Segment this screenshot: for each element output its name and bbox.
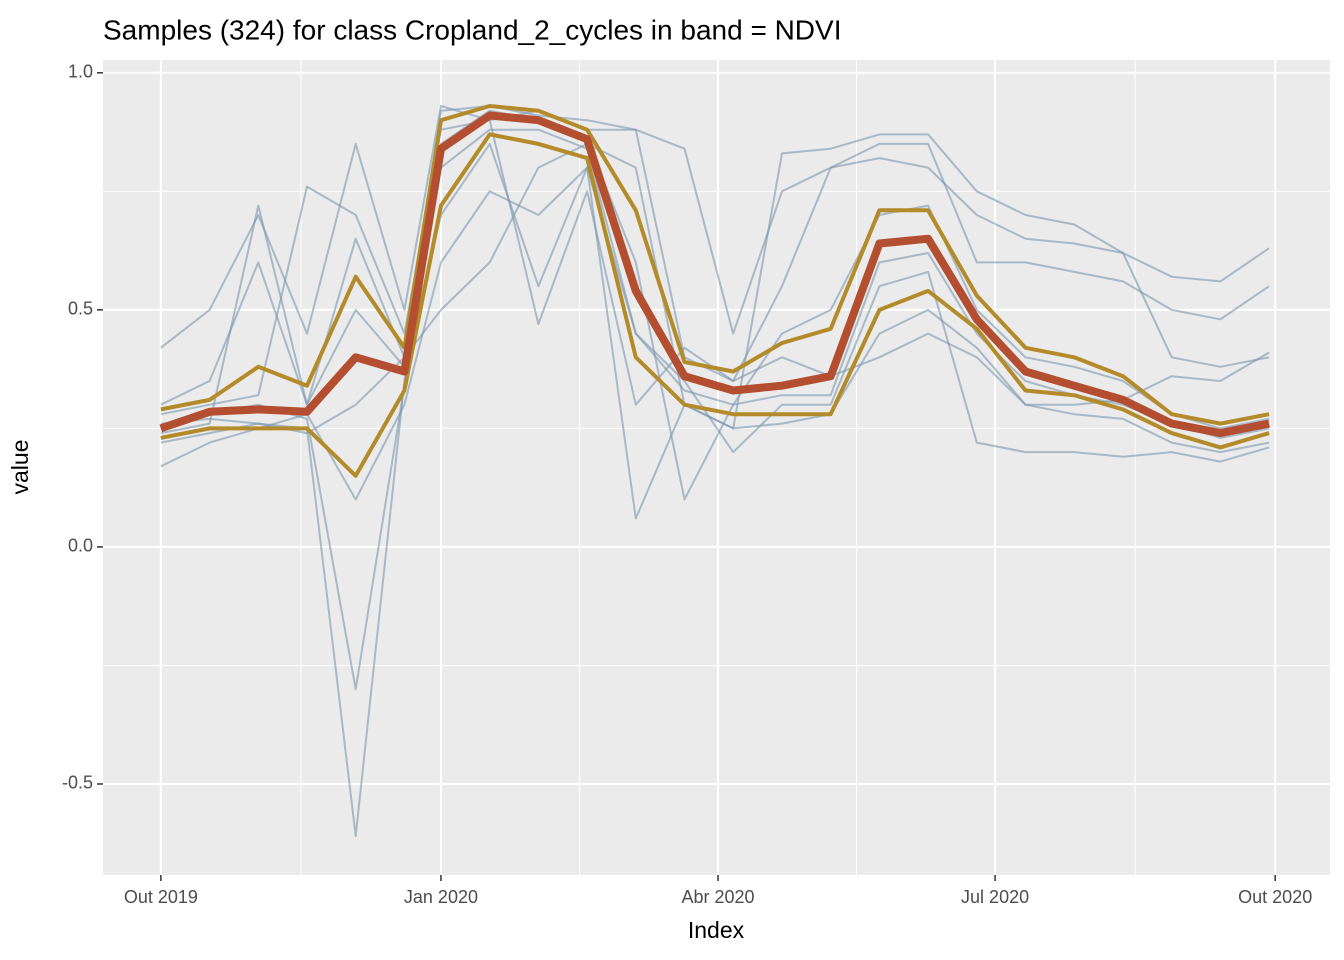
x-tick-label: Out 2019: [124, 887, 198, 907]
y-axis-title: value: [7, 440, 33, 495]
lines: [159, 104, 1270, 838]
x-axis-title: Index: [688, 917, 745, 943]
quantile-line: [160, 104, 1270, 426]
sample-line: [160, 105, 1270, 406]
sample-line: [160, 119, 1270, 416]
sample-line: [160, 109, 1270, 691]
y-tick-label: 0.5: [68, 299, 93, 319]
x-tick-label: Out 2020: [1238, 887, 1312, 907]
y-tick-label: 1.0: [68, 62, 93, 82]
panel: [103, 60, 1330, 875]
y-tick-label: -0.5: [62, 773, 93, 793]
x-tick-label: Jul 2020: [961, 887, 1029, 907]
x-tick-label: Jan 2020: [404, 887, 478, 907]
chart-title: Samples (324) for class Cropland_2_cycle…: [103, 14, 841, 45]
grid: [103, 60, 1330, 875]
quantile-line: [160, 132, 1270, 478]
y-tick-label: 0.0: [68, 536, 93, 556]
median-line: [159, 111, 1270, 438]
x-tick-label: Abr 2020: [681, 887, 754, 907]
sample-line: [160, 105, 1270, 382]
sample-line: [160, 133, 1270, 435]
